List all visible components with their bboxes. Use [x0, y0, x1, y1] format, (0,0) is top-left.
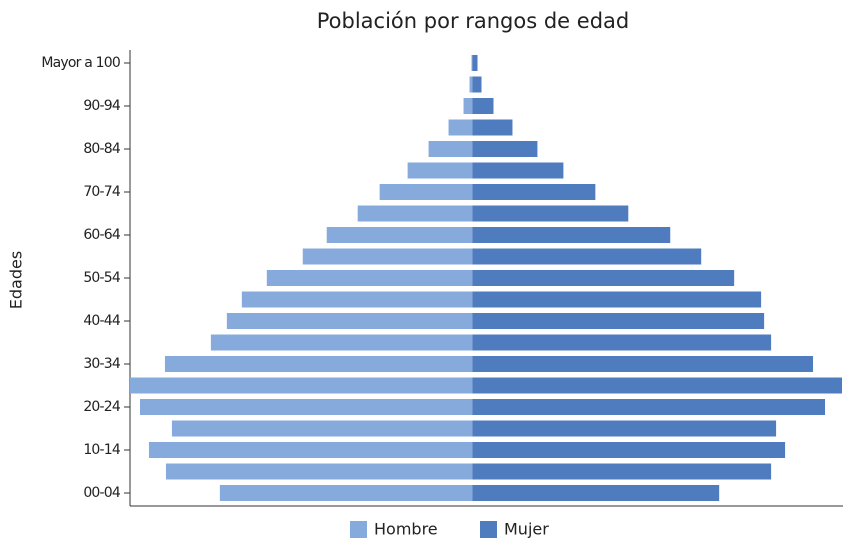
bar: [472, 55, 478, 71]
bar: [472, 76, 482, 93]
bar: [472, 248, 702, 265]
bar: [472, 291, 762, 308]
legend-swatch: [480, 521, 497, 538]
legend-label: Hombre: [374, 520, 438, 538]
bar: [326, 227, 473, 243]
bar: [472, 399, 826, 415]
bar: [472, 98, 494, 114]
bar: [472, 162, 564, 179]
bar: [471, 55, 473, 71]
bar: [472, 141, 538, 157]
bar: [219, 485, 473, 501]
bar: [472, 119, 513, 136]
bar: [241, 291, 473, 308]
y-tick-label: 00-04: [83, 485, 121, 501]
bar: [165, 463, 473, 480]
bar: [379, 184, 473, 200]
bar: [472, 184, 596, 200]
bar: [139, 399, 473, 415]
bar: [463, 98, 473, 114]
bar: [164, 356, 473, 372]
bar: [448, 119, 473, 136]
bar: [171, 420, 473, 437]
y-tick-label: 80-84: [83, 141, 121, 157]
bar: [357, 205, 473, 222]
y-tick-label: 50-54: [83, 270, 121, 286]
bar: [472, 270, 735, 286]
bar: [226, 313, 473, 329]
legend-label: Mujer: [504, 520, 549, 538]
bar: [148, 442, 473, 458]
y-tick-label: 10-14: [83, 442, 121, 458]
y-tick-label: 30-34: [83, 356, 121, 372]
y-tick-label: 40-44: [83, 313, 121, 329]
bar: [266, 270, 473, 286]
bar: [302, 248, 473, 265]
bar: [472, 356, 814, 372]
bar: [407, 162, 473, 179]
bar: [472, 463, 772, 480]
y-tick-label: 60-64: [83, 227, 121, 243]
legend-swatch: [350, 521, 367, 538]
bar: [210, 334, 473, 351]
y-axis-label: Edades: [7, 251, 26, 309]
y-tick-label: 20-24: [83, 399, 121, 415]
bar: [472, 205, 629, 222]
y-tick-label: 90-94: [83, 98, 121, 114]
bar: [472, 485, 720, 501]
chart-title: Población por rangos de edad: [317, 9, 629, 33]
bar: [472, 377, 843, 394]
y-tick-label: Mayor a 100: [41, 55, 120, 71]
bar: [472, 313, 765, 329]
bar: [428, 141, 473, 157]
bar: [130, 377, 473, 394]
bar: [472, 420, 777, 437]
y-tick-label: 70-74: [83, 184, 121, 200]
bar: [472, 227, 671, 243]
bar: [469, 76, 473, 93]
bar: [472, 334, 772, 351]
bar: [472, 442, 786, 458]
